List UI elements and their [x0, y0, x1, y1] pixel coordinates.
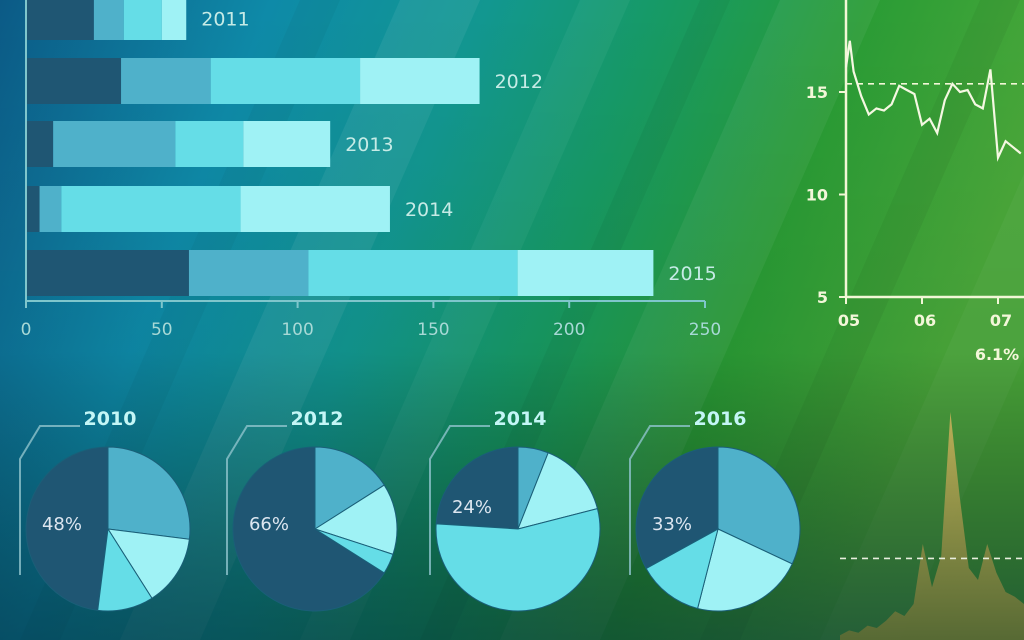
pie-slice — [107, 446, 191, 540]
bar-segment — [93, 0, 124, 40]
bar-category-label: 2012 — [495, 71, 543, 93]
pie-bracket — [629, 425, 690, 575]
line-y-tick-label: 15 — [806, 83, 828, 102]
area-chart — [840, 412, 1024, 640]
bar-segment — [240, 186, 390, 232]
bar-segment — [175, 121, 244, 167]
pie-slice — [25, 446, 109, 611]
area-series — [840, 412, 1024, 640]
bar-x-tick-label: 50 — [151, 320, 173, 340]
pie-year-label: 2014 — [494, 408, 547, 430]
pie-bracket — [226, 425, 287, 575]
pie-slice — [314, 446, 385, 530]
bar-segment — [53, 121, 176, 167]
bar-segment — [360, 58, 480, 104]
pie-2014: 2014 24% — [429, 408, 601, 612]
bar-x-tick-label: 100 — [281, 320, 313, 340]
pie-slice — [435, 507, 601, 612]
pie-slice — [97, 527, 153, 612]
pie-2012: 2012 66% — [226, 408, 398, 612]
pie-slice — [232, 446, 385, 612]
bar-x-tick-label: 0 — [21, 320, 32, 340]
bar-category-labels: 2011 2012 2013 2014 2015 — [201, 9, 717, 286]
pie-year-label: 2016 — [694, 408, 747, 430]
pie-2010: 2010 48% — [19, 408, 191, 612]
pie-slice — [313, 484, 398, 555]
line-x-tick-label: 07 — [990, 311, 1012, 330]
pie-slice — [517, 452, 599, 530]
pie-year-label: 2012 — [291, 408, 344, 430]
bar-segment — [61, 186, 241, 232]
bar-category-label: 2015 — [668, 263, 716, 285]
line-annotation: 6.1% — [975, 345, 1019, 364]
bar-segment — [517, 250, 654, 296]
bar-segment — [26, 186, 40, 232]
bar-segment — [308, 250, 518, 296]
bar-segment — [39, 186, 62, 232]
pie-bracket — [19, 425, 80, 575]
pie-slice — [645, 528, 719, 610]
pie-slice — [107, 528, 190, 599]
line-series — [844, 40, 1022, 162]
pie-slice — [635, 446, 719, 570]
bar-segment — [123, 0, 162, 40]
bar-x-tick-label: 150 — [417, 320, 449, 340]
bar-segment — [26, 250, 189, 296]
bar-x-tick-label: 200 — [553, 320, 585, 340]
stacked-bar-chart: 2011 2012 2013 2014 2015 0 50 100 150 200 250 — [21, 0, 721, 340]
bar-segments — [26, 0, 654, 296]
pie-slice — [717, 446, 801, 565]
bar-segment — [210, 58, 361, 104]
bar-x-tick-label: 250 — [689, 320, 721, 340]
bar-category-label: 2013 — [345, 134, 393, 156]
pie-slice — [696, 528, 793, 612]
line-x-ticks: 05 06 07 — [838, 297, 1012, 330]
bar-segment — [243, 121, 331, 167]
line-y-tick-label: 5 — [817, 288, 828, 307]
bar-segment — [26, 121, 54, 167]
pie-percent-label: 48% — [42, 514, 82, 535]
pie-2016: 2016 33% — [629, 408, 801, 612]
pie-slice — [314, 528, 394, 574]
pie-percent-label: 33% — [652, 514, 692, 535]
bar-segment — [26, 58, 122, 104]
line-x-tick-label: 06 — [914, 311, 936, 330]
line-x-tick-label: 05 — [838, 311, 860, 330]
line-chart: 5 10 15 05 06 07 6.1% — [806, 0, 1024, 364]
bar-category-label: 2014 — [405, 199, 453, 221]
pie-year-label: 2010 — [84, 408, 137, 430]
bar-segment — [121, 58, 211, 104]
line-y-ticks: 5 10 15 — [806, 83, 846, 307]
pie-percent-label: 24% — [452, 497, 492, 518]
pie-bracket — [429, 425, 490, 575]
bar-segment — [26, 0, 94, 40]
line-y-tick-label: 10 — [806, 186, 828, 205]
pie-percent-label: 66% — [249, 514, 289, 535]
pie-slice — [435, 446, 519, 530]
pie-charts: 2010 48% 2012 66% 2014 24% 2016 33% — [19, 408, 801, 612]
bar-x-ticks: 0 50 100 150 200 250 — [21, 301, 721, 340]
bar-segment — [188, 250, 309, 296]
bar-category-label: 2011 — [201, 9, 249, 31]
bar-segment — [161, 0, 187, 40]
